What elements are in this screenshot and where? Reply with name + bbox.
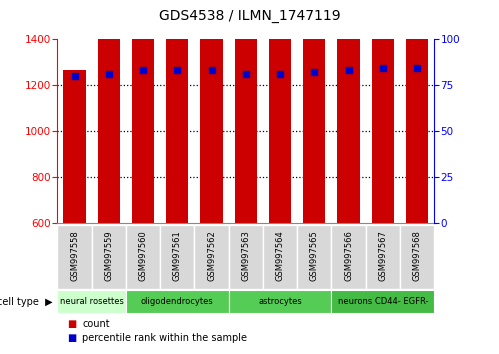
Bar xyxy=(331,290,434,313)
Text: cell type  ▶: cell type ▶ xyxy=(0,297,52,307)
Point xyxy=(70,73,78,79)
Bar xyxy=(195,225,229,289)
Point xyxy=(139,67,147,73)
Bar xyxy=(126,290,229,313)
Point xyxy=(413,65,421,71)
Bar xyxy=(92,225,126,289)
Point xyxy=(344,67,352,73)
Bar xyxy=(57,290,126,313)
Text: GSM997559: GSM997559 xyxy=(104,230,113,281)
Bar xyxy=(201,0,223,223)
Text: GSM997566: GSM997566 xyxy=(344,230,353,281)
Text: astrocytes: astrocytes xyxy=(258,297,302,306)
Bar xyxy=(229,290,331,313)
Text: GSM997564: GSM997564 xyxy=(275,230,284,281)
Bar xyxy=(372,0,394,223)
Bar xyxy=(57,225,92,289)
Bar xyxy=(126,225,160,289)
Bar xyxy=(263,225,297,289)
Text: GSM997560: GSM997560 xyxy=(139,230,148,281)
Point xyxy=(242,71,250,77)
Text: GSM997558: GSM997558 xyxy=(70,230,79,281)
Point xyxy=(173,67,181,73)
Text: GSM997565: GSM997565 xyxy=(310,230,319,281)
Bar xyxy=(160,225,195,289)
Text: GSM997567: GSM997567 xyxy=(378,230,387,281)
Bar xyxy=(400,225,434,289)
Point xyxy=(105,71,113,77)
Bar xyxy=(166,3,189,223)
Bar xyxy=(132,0,154,223)
Text: neurons CD44- EGFR-: neurons CD44- EGFR- xyxy=(337,297,428,306)
Text: GSM997568: GSM997568 xyxy=(413,230,422,281)
Text: percentile rank within the sample: percentile rank within the sample xyxy=(82,333,248,343)
Bar xyxy=(366,225,400,289)
Bar xyxy=(331,225,366,289)
Point xyxy=(379,65,387,71)
Point xyxy=(208,67,216,73)
Text: GDS4538 / ILMN_1747119: GDS4538 / ILMN_1747119 xyxy=(159,9,340,23)
Text: oligodendrocytes: oligodendrocytes xyxy=(141,297,214,306)
Bar xyxy=(406,0,428,223)
Text: ■: ■ xyxy=(67,333,77,343)
Bar xyxy=(337,0,360,223)
Text: neural rosettes: neural rosettes xyxy=(60,297,124,306)
Bar xyxy=(297,225,331,289)
Text: ■: ■ xyxy=(67,319,77,329)
Bar xyxy=(303,11,325,223)
Text: GSM997562: GSM997562 xyxy=(207,230,216,281)
Bar xyxy=(269,16,291,223)
Bar xyxy=(98,39,120,223)
Bar xyxy=(235,26,257,223)
Text: count: count xyxy=(82,319,110,329)
Text: GSM997563: GSM997563 xyxy=(241,230,250,281)
Point xyxy=(276,71,284,77)
Text: GSM997561: GSM997561 xyxy=(173,230,182,281)
Bar xyxy=(63,70,86,223)
Bar xyxy=(229,225,263,289)
Point xyxy=(310,69,318,75)
